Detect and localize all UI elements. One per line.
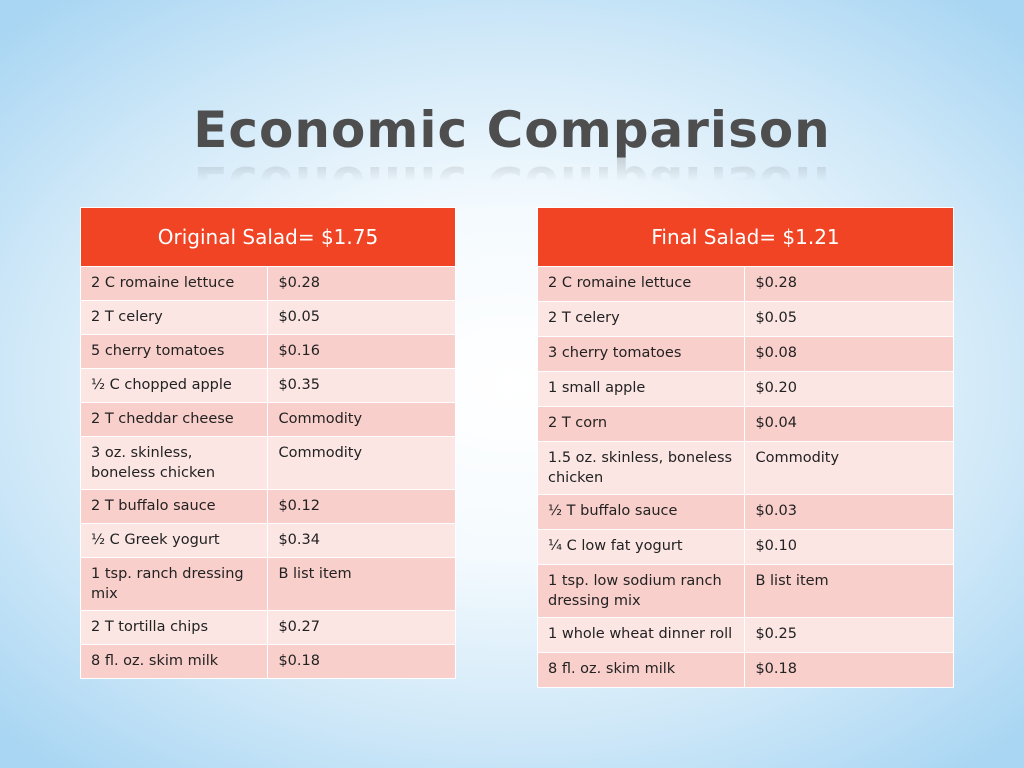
- original-salad-table: Original Salad= $1.75 2 C romaine lettuc…: [79, 207, 456, 679]
- table-row: 2 T cheddar cheese Commodity: [79, 402, 456, 437]
- item-cell: 2 C romaine lettuce: [536, 266, 746, 302]
- title-reflection: Economic Comparison: [0, 154, 1024, 190]
- original-salad-header: Original Salad= $1.75: [80, 207, 456, 267]
- cost-cell: $0.05: [267, 300, 456, 335]
- table-row: 1 tsp. low sodium ranch dressing mix B li…: [536, 564, 954, 618]
- table-row: ½ T buffalo sauce $0.03: [536, 494, 954, 530]
- cost-cell: $0.34: [267, 523, 456, 558]
- table-row: ¼ C low fat yogurt $0.10: [536, 529, 954, 565]
- final-salad-table: Final Salad= $1.21 2 C romaine lettuce $0…: [536, 207, 954, 688]
- item-cell: 2 C romaine lettuce: [79, 266, 269, 301]
- item-cell: 1.5 oz. skinless, boneless chicken: [536, 441, 746, 495]
- cost-cell: B list item: [267, 557, 456, 611]
- table-row: ½ C chopped apple $0.35: [79, 368, 456, 403]
- cost-cell: $0.18: [744, 652, 954, 688]
- item-cell: 2 T corn: [536, 406, 746, 442]
- item-cell: 2 T cheddar cheese: [79, 402, 269, 437]
- item-cell: 8 fl. oz. skim milk: [79, 644, 269, 679]
- cost-cell: $0.27: [267, 610, 456, 645]
- table-row: 5 cherry tomatoes $0.16: [79, 334, 456, 369]
- cost-cell: $0.10: [744, 529, 954, 565]
- item-cell: 1 tsp. low sodium ranch dressing mix: [536, 564, 746, 618]
- item-cell: ½ C Greek yogurt: [79, 523, 269, 558]
- item-cell: ½ C chopped apple: [79, 368, 269, 403]
- cost-cell: $0.35: [267, 368, 456, 403]
- cost-cell: $0.08: [744, 336, 954, 372]
- table-row: 8 fl. oz. skim milk $0.18: [79, 644, 456, 679]
- item-cell: 3 oz. skinless, boneless chicken: [79, 436, 269, 490]
- item-cell: 1 small apple: [536, 371, 746, 407]
- cost-cell: $0.25: [744, 617, 954, 653]
- item-cell: 3 cherry tomatoes: [536, 336, 746, 372]
- item-cell: ¼ C low fat yogurt: [536, 529, 746, 565]
- final-salad-header: Final Salad= $1.21: [537, 207, 954, 267]
- cost-cell: $0.03: [744, 494, 954, 530]
- item-cell: 2 T celery: [79, 300, 269, 335]
- item-cell: ½ T buffalo sauce: [536, 494, 746, 530]
- table-row: 2 C romaine lettuce $0.28: [536, 266, 954, 302]
- cost-cell: Commodity: [744, 441, 954, 495]
- cost-cell: B list item: [744, 564, 954, 618]
- table-row: 8 fl. oz. skim milk $0.18: [536, 652, 954, 688]
- slide-title: Economic Comparison: [193, 101, 831, 159]
- table-row: 2 T corn $0.04: [536, 406, 954, 442]
- item-cell: 5 cherry tomatoes: [79, 334, 269, 369]
- cost-cell: $0.18: [267, 644, 456, 679]
- table-row: 2 T buffalo sauce $0.12: [79, 489, 456, 524]
- item-cell: 2 T celery: [536, 301, 746, 337]
- table-row: ½ C Greek yogurt $0.34: [79, 523, 456, 558]
- table-row: 3 cherry tomatoes $0.08: [536, 336, 954, 372]
- table-row: 3 oz. skinless, boneless chicken Commodit…: [79, 436, 456, 490]
- cost-cell: $0.12: [267, 489, 456, 524]
- item-cell: 2 T buffalo sauce: [79, 489, 269, 524]
- table-row: 1 small apple $0.20: [536, 371, 954, 407]
- cost-cell: $0.04: [744, 406, 954, 442]
- cost-cell: Commodity: [267, 402, 456, 437]
- table-row: 1.5 oz. skinless, boneless chicken Commod…: [536, 441, 954, 495]
- cost-cell: $0.28: [267, 266, 456, 301]
- table-row: 1 whole wheat dinner roll $0.25: [536, 617, 954, 653]
- cost-cell: $0.05: [744, 301, 954, 337]
- title-reflection-text: Economic Comparison: [193, 155, 831, 190]
- cost-cell: $0.16: [267, 334, 456, 369]
- table-row: 2 C romaine lettuce $0.28: [79, 266, 456, 301]
- table-row: 2 T celery $0.05: [79, 300, 456, 335]
- item-cell: 2 T tortilla chips: [79, 610, 269, 645]
- cost-cell: Commodity: [267, 436, 456, 490]
- cost-cell: $0.20: [744, 371, 954, 407]
- table-row: 1 tsp. ranch dressing mix B list item: [79, 557, 456, 611]
- item-cell: 8 fl. oz. skim milk: [536, 652, 746, 688]
- table-row: 2 T tortilla chips $0.27: [79, 610, 456, 645]
- item-cell: 1 tsp. ranch dressing mix: [79, 557, 269, 611]
- table-row: 2 T celery $0.05: [536, 301, 954, 337]
- item-cell: 1 whole wheat dinner roll: [536, 617, 746, 653]
- cost-cell: $0.28: [744, 266, 954, 302]
